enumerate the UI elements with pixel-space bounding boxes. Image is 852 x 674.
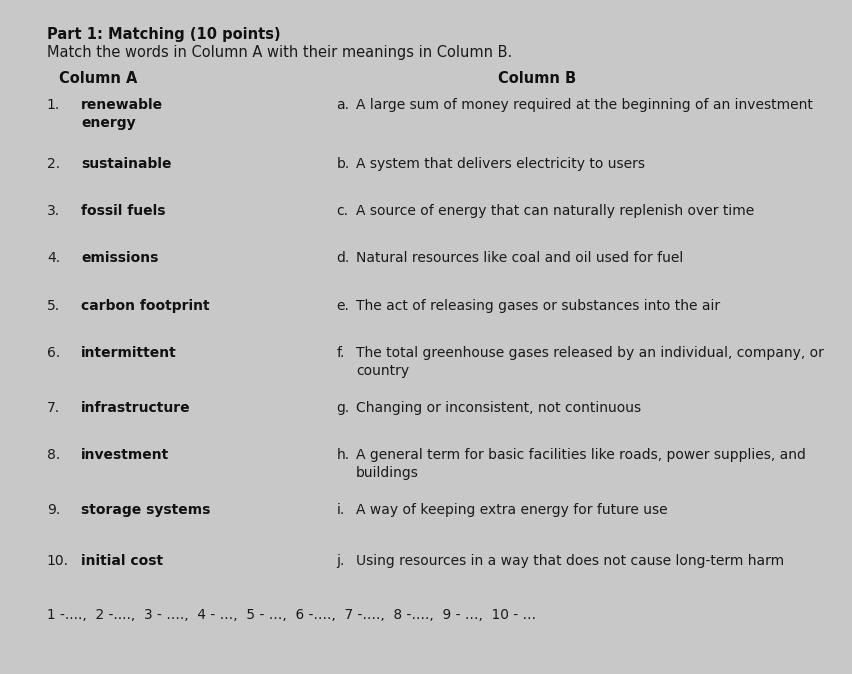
Text: 1 -....,  2 -....,  3 - ….,  4 - …,  5 - …,  6 -….,  7 -….,  8 -….,  9 - …,  10 : 1 -...., 2 -...., 3 - …., 4 - …, 5 - …, … [47, 608, 536, 622]
Text: Using resources in a way that does not cause long-term harm: Using resources in a way that does not c… [356, 554, 784, 568]
Text: renewable
energy: renewable energy [81, 98, 163, 129]
Text: 5.: 5. [47, 299, 60, 313]
Text: j.: j. [337, 554, 345, 568]
Text: storage systems: storage systems [81, 503, 210, 518]
Text: a.: a. [337, 98, 349, 112]
Text: A way of keeping extra energy for future use: A way of keeping extra energy for future… [356, 503, 668, 518]
Text: 9.: 9. [47, 503, 60, 518]
Text: carbon footprint: carbon footprint [81, 299, 210, 313]
Text: A general term for basic facilities like roads, power supplies, and
buildings: A general term for basic facilities like… [356, 448, 806, 480]
Text: 1.: 1. [47, 98, 60, 112]
Text: 4.: 4. [47, 251, 60, 266]
Text: A system that delivers electricity to users: A system that delivers electricity to us… [356, 157, 645, 171]
Text: 6.: 6. [47, 346, 60, 360]
Text: Column A: Column A [59, 71, 137, 86]
Text: b.: b. [337, 157, 350, 171]
Text: h.: h. [337, 448, 349, 462]
Text: The total greenhouse gases released by an individual, company, or
country: The total greenhouse gases released by a… [356, 346, 824, 377]
Text: g.: g. [337, 401, 350, 415]
Text: investment: investment [81, 448, 170, 462]
Text: f.: f. [337, 346, 345, 360]
Text: intermittent: intermittent [81, 346, 176, 360]
Text: Changing or inconsistent, not continuous: Changing or inconsistent, not continuous [356, 401, 642, 415]
Text: infrastructure: infrastructure [81, 401, 191, 415]
Text: 2.: 2. [47, 157, 60, 171]
Text: 8.: 8. [47, 448, 60, 462]
Text: A source of energy that can naturally replenish over time: A source of energy that can naturally re… [356, 204, 754, 218]
Text: The act of releasing gases or substances into the air: The act of releasing gases or substances… [356, 299, 720, 313]
Text: 10.: 10. [47, 554, 69, 568]
Text: 3.: 3. [47, 204, 60, 218]
Text: fossil fuels: fossil fuels [81, 204, 165, 218]
Text: e.: e. [337, 299, 349, 313]
Text: 7.: 7. [47, 401, 60, 415]
Text: initial cost: initial cost [81, 554, 163, 568]
Text: A large sum of money required at the beginning of an investment: A large sum of money required at the beg… [356, 98, 813, 112]
Text: c.: c. [337, 204, 348, 218]
Text: emissions: emissions [81, 251, 158, 266]
Text: Natural resources like coal and oil used for fuel: Natural resources like coal and oil used… [356, 251, 683, 266]
Text: Match the words in Column A with their meanings in Column B.: Match the words in Column A with their m… [47, 45, 512, 60]
Text: i.: i. [337, 503, 345, 518]
Text: Column B: Column B [498, 71, 576, 86]
Text: Part 1: Matching (10 points): Part 1: Matching (10 points) [47, 27, 280, 42]
Text: sustainable: sustainable [81, 157, 171, 171]
Text: d.: d. [337, 251, 350, 266]
